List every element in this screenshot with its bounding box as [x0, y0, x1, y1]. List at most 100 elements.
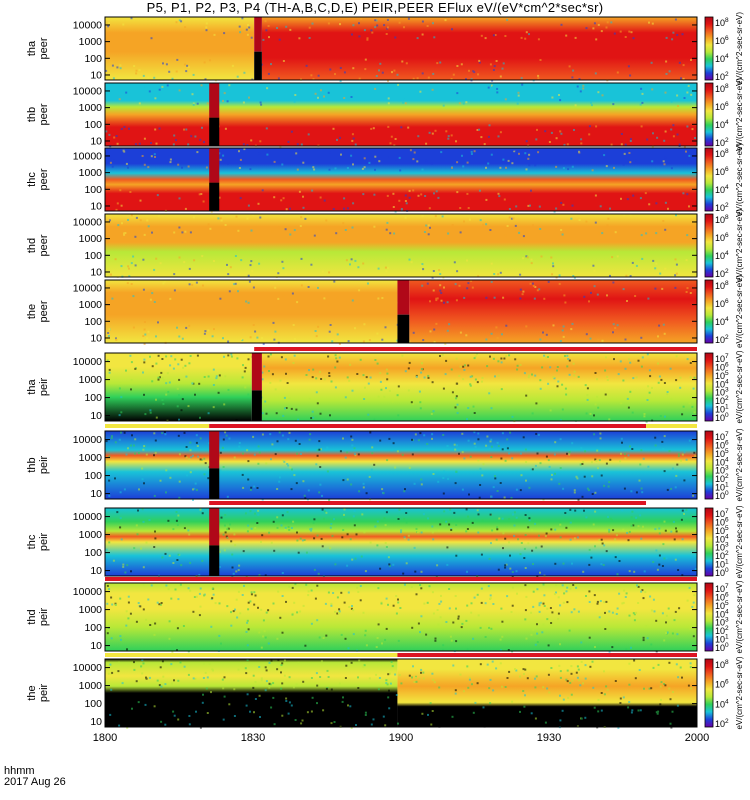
y-tick-label: 10: [90, 716, 102, 728]
data-gap-column: [254, 17, 262, 52]
colorbar-tick-label: 104: [715, 250, 729, 261]
mode-flag-bar: [105, 577, 697, 581]
data-gap-column: [254, 51, 262, 80]
colorbar-tick-label: 107: [715, 583, 729, 594]
colorbar-tick-label: 106: [715, 298, 729, 309]
x-tick-label: 1900: [389, 732, 413, 744]
colorbar: [704, 352, 714, 422]
y-tick-label: 10: [90, 266, 102, 278]
time-axis-label: hhmm: [4, 765, 35, 777]
noise-texture: [106, 659, 696, 729]
y-tick-label: 1000: [79, 167, 103, 179]
colorbar-tick-label: 104: [715, 119, 729, 130]
y-tick-label: 1000: [79, 299, 103, 311]
spectrogram-segment: [409, 280, 697, 343]
panel-thb-peer: 10000 1000 100 10 thbpeer 108 106 104 102 eV/(cm^…: [26, 78, 744, 151]
colorbar-tick-label: 100: [715, 412, 729, 423]
mode-flag-segment: [105, 653, 398, 657]
data-gap-column: [397, 314, 410, 343]
mode-flag-bar: [105, 653, 697, 657]
colorbar: [704, 279, 714, 344]
y-tick-label: 10: [90, 640, 102, 652]
y-tick-label: 10000: [73, 150, 102, 162]
colorbar-tick-label: 104: [715, 456, 729, 467]
colorbar-tick-label: 102: [715, 625, 729, 636]
mode-flag-segment: [209, 501, 647, 505]
spectrogram-segment: [105, 83, 697, 146]
mode-flag-bar: [105, 347, 697, 351]
spectrogram-segment: [105, 583, 697, 651]
data-gap-column: [209, 182, 220, 211]
colorbar-unit-label: eV/(cm^2-sec-sr-eV): [735, 143, 744, 216]
colorbar-tick-label: 105: [715, 600, 729, 611]
colorbar-tick-label: 108: [715, 659, 729, 670]
y-tick-label: 100: [84, 470, 102, 482]
colorbar-tick-label: 106: [715, 101, 729, 112]
panel-thd-peir: 10000100010010thdpeir1071061051041031021…: [26, 580, 744, 653]
panel-frame: [104, 213, 698, 278]
colorbar-tick-label: 100: [715, 490, 729, 501]
colorbar-tick-label: 106: [715, 35, 729, 46]
colorbar-tick-label: 101: [715, 482, 729, 493]
panel-the-peir: 10000 1000 100 10 thepeir 108 106 104 102 eV/(cm^…: [26, 656, 744, 729]
panel-frame: [104, 82, 698, 147]
colorbar-tick-label: 104: [715, 316, 729, 327]
panel-frame: [104, 16, 698, 81]
y-tick-label: 1000: [79, 102, 103, 114]
colorbar-tick-label: 104: [715, 533, 729, 544]
y-tick-label: 10000: [73, 586, 102, 598]
panel-the-peer: 10000 1000 100 10 thepeer 108 106 104 102 eV/(cm^…: [26, 275, 744, 348]
spectrogram-segment: [105, 280, 398, 343]
colorbar-unit-label: eV/(cm^2-sec-sr-eV): [735, 275, 744, 348]
colorbar-tick-label: 102: [715, 137, 729, 148]
colorbar-tick-label: 103: [715, 465, 729, 476]
mode-flag-segment: [105, 577, 697, 581]
colorbar-unit-label: eV/(cm^2-sec-sr-eV): [735, 580, 744, 653]
colorbar-tick-label: 107: [715, 353, 729, 364]
colorbar-tick-label: 106: [715, 516, 729, 527]
mode-flag-segment: [646, 424, 697, 428]
y-tick-label: 1000: [79, 680, 103, 692]
x-tick-label: 2000: [685, 732, 709, 744]
data-gap-column: [209, 508, 220, 546]
colorbar-tick-label: 106: [715, 361, 729, 372]
colorbar: [704, 213, 714, 278]
noise-texture: [106, 583, 696, 653]
data-gap-column: [209, 468, 220, 499]
y-tick-label: 100: [84, 53, 102, 65]
colorbar-tick-label: 101: [715, 634, 729, 645]
colorbar-tick-label: 101: [715, 559, 729, 570]
mode-flag-segment: [397, 653, 697, 657]
y-tick-label: 100: [84, 392, 102, 404]
colorbar-tick-label: 106: [715, 679, 729, 690]
colorbar-unit-label: eV/(cm^2-sec-sr-eV): [735, 209, 744, 282]
x-tick-label: 1800: [93, 732, 117, 744]
colorbar-tick-label: 102: [715, 71, 729, 82]
spectrogram-segment: [397, 659, 697, 727]
colorbar-tick-label: 102: [715, 473, 729, 484]
colorbar: [704, 507, 714, 577]
noise-texture: [109, 214, 693, 279]
panel-frame: [104, 582, 698, 652]
colorbar-tick-label: 104: [715, 698, 729, 709]
colorbar-tick-label: 102: [715, 550, 729, 561]
colorbar-tick-label: 100: [715, 567, 729, 578]
data-gap-column: [209, 431, 220, 469]
colorbar-tick-label: 107: [715, 508, 729, 519]
colorbar: [704, 147, 714, 212]
y-tick-label: 10000: [73, 662, 102, 674]
colorbar-tick-label: 102: [715, 395, 729, 406]
colorbar-tick-label: 104: [715, 184, 729, 195]
spectrogram-segment: [105, 508, 697, 576]
y-tick-label: 10000: [73, 511, 102, 523]
x-tick-label: 1830: [241, 732, 265, 744]
colorbar: [704, 16, 714, 81]
mode-flag-bar: [105, 501, 697, 505]
y-tick-label: 10000: [73, 85, 102, 97]
panel-thd-peer: 10000 1000 100 10 thdpeer 108 106 104 102 eV/(cm^…: [26, 209, 744, 282]
spectrogram-segment: [105, 431, 697, 499]
data-gap-column: [209, 148, 220, 183]
panel-label: thdpeir: [26, 607, 50, 626]
